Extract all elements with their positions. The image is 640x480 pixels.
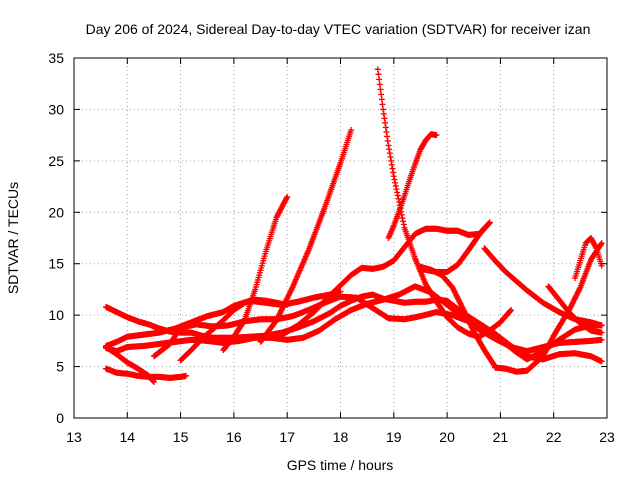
- data-point: [384, 133, 391, 140]
- y-tick-label: 25: [48, 153, 64, 169]
- data-point: [376, 81, 383, 88]
- data-point: [385, 142, 392, 149]
- data-point: [390, 169, 397, 176]
- x-tick-label: 15: [173, 429, 189, 445]
- x-tick-label: 19: [386, 429, 402, 445]
- data-point: [399, 215, 406, 222]
- data-point: [337, 288, 344, 295]
- series-track-h: [220, 193, 291, 354]
- series-track-c: [102, 291, 605, 365]
- y-tick-label: 5: [56, 359, 64, 375]
- series-track-n: [481, 245, 605, 329]
- x-tick-label: 16: [226, 429, 242, 445]
- series-track-r: [572, 235, 605, 282]
- data-point: [182, 372, 189, 379]
- data-point: [381, 115, 388, 122]
- data-point: [387, 154, 394, 160]
- y-tick-label: 10: [48, 307, 64, 323]
- x-tick-label: 23: [599, 429, 615, 445]
- x-tick-label: 14: [120, 429, 136, 445]
- data-point: [384, 137, 391, 144]
- x-tick-label: 17: [279, 429, 295, 445]
- data-point: [392, 182, 399, 189]
- chart-title: Day 206 of 2024, Sidereal Day-to-day VTE…: [86, 21, 591, 37]
- data-point: [382, 119, 389, 126]
- data-point: [150, 378, 157, 385]
- data-point: [378, 91, 385, 98]
- x-tick-label: 13: [66, 429, 82, 445]
- x-axis-label: GPS time / hours: [287, 457, 394, 473]
- data-point: [390, 173, 397, 180]
- grid-lines: [74, 58, 607, 418]
- data-point: [400, 221, 407, 228]
- data-point: [598, 358, 605, 365]
- data-point: [395, 195, 402, 202]
- data-point: [400, 218, 407, 225]
- data-point: [378, 96, 385, 103]
- y-tick-label: 20: [48, 204, 64, 220]
- data-point: [389, 165, 396, 172]
- data-point: [374, 66, 381, 73]
- data-point: [393, 186, 400, 193]
- data-point: [380, 106, 387, 113]
- data-point: [380, 110, 387, 117]
- data-point: [386, 146, 393, 153]
- x-tick-label: 20: [439, 429, 455, 445]
- data-point: [391, 176, 398, 183]
- x-tick-label: 18: [333, 429, 349, 445]
- data-point: [392, 179, 399, 186]
- data-point: [382, 124, 389, 131]
- x-tick-label: 21: [493, 429, 509, 445]
- y-tick-label: 30: [48, 101, 64, 117]
- data-point: [388, 157, 395, 164]
- data-point: [377, 86, 384, 93]
- data-point: [375, 71, 382, 78]
- data-points: [102, 66, 605, 385]
- data-point: [383, 128, 390, 135]
- data-point: [386, 150, 393, 157]
- data-point: [150, 379, 157, 385]
- data-point: [394, 192, 401, 199]
- data-point: [379, 101, 386, 108]
- data-point: [394, 189, 401, 196]
- data-point: [376, 76, 383, 83]
- y-tick-label: 15: [48, 256, 64, 272]
- y-tick-label: 35: [48, 50, 64, 66]
- x-tick-label: 22: [546, 429, 562, 445]
- y-tick-label: 0: [56, 410, 64, 426]
- y-axis-label: SDTVAR / TECUs: [5, 182, 21, 294]
